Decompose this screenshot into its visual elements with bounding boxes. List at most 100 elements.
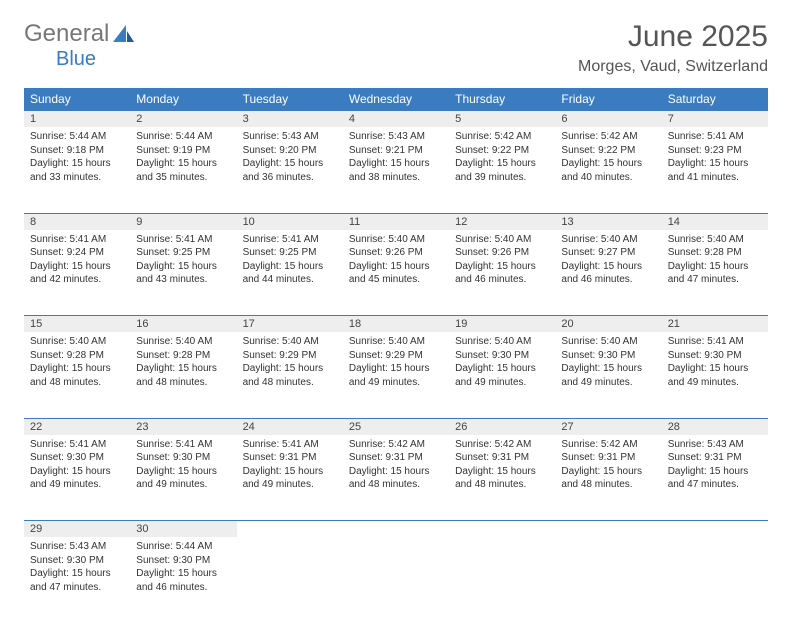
sunrise-label: Sunrise: [455, 439, 494, 450]
sunrise-value: 5:41 AM [282, 234, 319, 245]
weekday-header: Thursday [449, 88, 555, 111]
sunset-value: 9:20 PM [279, 145, 316, 156]
sunset-label: Sunset: [136, 145, 173, 156]
day-number: 20 [555, 316, 661, 333]
daylight-label: Daylight: [561, 261, 603, 272]
weekday-header: Saturday [662, 88, 768, 111]
day-number: 12 [449, 213, 555, 230]
sunrise-label: Sunrise: [349, 336, 388, 347]
sunrise-value: 5:40 AM [388, 234, 425, 245]
sunset-label: Sunset: [30, 555, 67, 566]
page-title: June 2025 [578, 20, 768, 54]
empty-cell [237, 521, 343, 538]
sunrise-label: Sunrise: [30, 439, 69, 450]
day-cell: Sunrise: 5:42 AMSunset: 9:31 PMDaylight:… [449, 435, 555, 521]
sunrise-label: Sunrise: [668, 336, 707, 347]
sunrise-value: 5:41 AM [69, 234, 106, 245]
sunrise-label: Sunrise: [455, 131, 494, 142]
daylight-label: Daylight: [136, 466, 178, 477]
empty-cell [555, 537, 661, 623]
sunrise-label: Sunrise: [349, 234, 388, 245]
sunset-value: 9:30 PM [173, 555, 210, 566]
sunset-label: Sunset: [561, 350, 598, 361]
day-number: 2 [130, 111, 236, 128]
day-content-row: Sunrise: 5:40 AMSunset: 9:28 PMDaylight:… [24, 332, 768, 418]
day-content-row: Sunrise: 5:41 AMSunset: 9:24 PMDaylight:… [24, 230, 768, 316]
sunrise-value: 5:40 AM [495, 234, 532, 245]
header: General June 2025 Morges, Vaud, Switzerl… [24, 20, 768, 76]
sunrise-value: 5:43 AM [69, 541, 106, 552]
sunset-value: 9:31 PM [492, 452, 529, 463]
daylight-label: Daylight: [668, 466, 710, 477]
day-number: 4 [343, 111, 449, 128]
sunrise-label: Sunrise: [30, 336, 69, 347]
day-cell: Sunrise: 5:40 AMSunset: 9:29 PMDaylight:… [237, 332, 343, 418]
day-number: 23 [130, 418, 236, 435]
sunrise-value: 5:41 AM [69, 439, 106, 450]
day-cell: Sunrise: 5:40 AMSunset: 9:26 PMDaylight:… [449, 230, 555, 316]
sunset-label: Sunset: [561, 145, 598, 156]
daylight-label: Daylight: [136, 261, 178, 272]
daylight-label: Daylight: [136, 363, 178, 374]
day-number: 30 [130, 521, 236, 538]
sunrise-value: 5:40 AM [282, 336, 319, 347]
daylight-label: Daylight: [561, 158, 603, 169]
sunrise-value: 5:41 AM [176, 234, 213, 245]
sunset-value: 9:29 PM [386, 350, 423, 361]
sunrise-value: 5:44 AM [176, 541, 213, 552]
sunrise-label: Sunrise: [349, 439, 388, 450]
daylight-label: Daylight: [668, 158, 710, 169]
day-cell: Sunrise: 5:44 AMSunset: 9:18 PMDaylight:… [24, 127, 130, 213]
sunrise-label: Sunrise: [136, 131, 175, 142]
sunset-value: 9:24 PM [67, 247, 104, 258]
sunrise-label: Sunrise: [136, 336, 175, 347]
day-cell: Sunrise: 5:42 AMSunset: 9:31 PMDaylight:… [343, 435, 449, 521]
day-cell: Sunrise: 5:41 AMSunset: 9:25 PMDaylight:… [237, 230, 343, 316]
daylight-label: Daylight: [455, 363, 497, 374]
sunrise-label: Sunrise: [243, 439, 282, 450]
sunset-value: 9:19 PM [173, 145, 210, 156]
daylight-label: Daylight: [136, 568, 178, 579]
sunset-label: Sunset: [668, 247, 705, 258]
sunrise-label: Sunrise: [136, 234, 175, 245]
sunrise-value: 5:42 AM [601, 131, 638, 142]
daylight-label: Daylight: [668, 261, 710, 272]
sunrise-value: 5:44 AM [176, 131, 213, 142]
sunrise-label: Sunrise: [30, 131, 69, 142]
day-number: 21 [662, 316, 768, 333]
sunset-value: 9:29 PM [279, 350, 316, 361]
title-block: June 2025 Morges, Vaud, Switzerland [578, 20, 768, 76]
day-number: 1 [24, 111, 130, 128]
sunset-label: Sunset: [136, 555, 173, 566]
day-number-row: 1234567 [24, 111, 768, 128]
sunset-label: Sunset: [243, 247, 280, 258]
day-number: 18 [343, 316, 449, 333]
sunrise-value: 5:40 AM [601, 336, 638, 347]
sunset-value: 9:18 PM [67, 145, 104, 156]
day-cell: Sunrise: 5:41 AMSunset: 9:30 PMDaylight:… [130, 435, 236, 521]
sunrise-label: Sunrise: [561, 131, 600, 142]
daylight-label: Daylight: [30, 466, 72, 477]
daylight-label: Daylight: [30, 158, 72, 169]
day-cell: Sunrise: 5:43 AMSunset: 9:21 PMDaylight:… [343, 127, 449, 213]
day-number: 16 [130, 316, 236, 333]
sunset-value: 9:31 PM [704, 452, 741, 463]
day-number: 27 [555, 418, 661, 435]
sunset-label: Sunset: [243, 350, 280, 361]
daylight-label: Daylight: [243, 363, 285, 374]
day-number: 7 [662, 111, 768, 128]
sunrise-value: 5:40 AM [495, 336, 532, 347]
day-number-row: 2930 [24, 521, 768, 538]
sunrise-label: Sunrise: [136, 541, 175, 552]
sunset-label: Sunset: [455, 247, 492, 258]
day-number: 5 [449, 111, 555, 128]
sunrise-value: 5:41 AM [176, 439, 213, 450]
sunset-value: 9:27 PM [598, 247, 635, 258]
weekday-header: Monday [130, 88, 236, 111]
sunset-label: Sunset: [455, 452, 492, 463]
empty-cell [555, 521, 661, 538]
day-number: 8 [24, 213, 130, 230]
sunset-label: Sunset: [136, 452, 173, 463]
sunset-value: 9:30 PM [67, 555, 104, 566]
sunrise-label: Sunrise: [668, 234, 707, 245]
